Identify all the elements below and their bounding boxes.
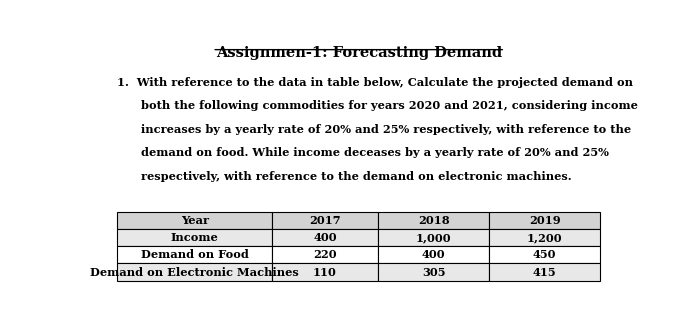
Text: 400: 400 xyxy=(313,232,337,243)
Bar xyxy=(272,246,378,264)
Bar xyxy=(272,264,378,281)
Text: 400: 400 xyxy=(422,249,445,260)
Text: 220: 220 xyxy=(313,249,337,260)
Bar xyxy=(118,229,272,246)
Bar xyxy=(118,246,272,264)
Text: 1.  With reference to the data in table below, Calculate the projected demand on: 1. With reference to the data in table b… xyxy=(118,77,634,88)
Text: 2018: 2018 xyxy=(418,215,449,226)
Text: 1,000: 1,000 xyxy=(416,232,452,243)
Text: 415: 415 xyxy=(533,267,557,278)
Text: 2019: 2019 xyxy=(528,215,561,226)
Bar xyxy=(489,264,600,281)
Bar xyxy=(378,246,489,264)
Text: Year: Year xyxy=(181,215,209,226)
Text: 2017: 2017 xyxy=(309,215,341,226)
Bar xyxy=(489,229,600,246)
Text: increases by a yearly rate of 20% and 25% respectively, with reference to the: increases by a yearly rate of 20% and 25… xyxy=(118,124,631,135)
Text: Demand on Electronic Machines: Demand on Electronic Machines xyxy=(90,267,299,278)
Text: 450: 450 xyxy=(533,249,557,260)
Text: Assignmen-1: Forecasting Demand: Assignmen-1: Forecasting Demand xyxy=(216,46,502,60)
Bar xyxy=(378,212,489,229)
Text: both the following commodities for years 2020 and 2021, considering income: both the following commodities for years… xyxy=(118,100,638,111)
Bar xyxy=(118,264,272,281)
Text: 110: 110 xyxy=(313,267,337,278)
Bar xyxy=(272,212,378,229)
Text: Demand on Food: Demand on Food xyxy=(141,249,248,260)
Text: Income: Income xyxy=(171,232,218,243)
Text: 1,200: 1,200 xyxy=(527,232,563,243)
Text: 305: 305 xyxy=(422,267,445,278)
Bar xyxy=(378,264,489,281)
Bar xyxy=(489,246,600,264)
Text: demand on food. While income deceases by a yearly rate of 20% and 25%: demand on food. While income deceases by… xyxy=(118,147,609,158)
Bar xyxy=(378,229,489,246)
Bar xyxy=(272,229,378,246)
Bar xyxy=(489,212,600,229)
Bar xyxy=(118,212,272,229)
Text: respectively, with reference to the demand on electronic machines.: respectively, with reference to the dema… xyxy=(118,171,572,182)
